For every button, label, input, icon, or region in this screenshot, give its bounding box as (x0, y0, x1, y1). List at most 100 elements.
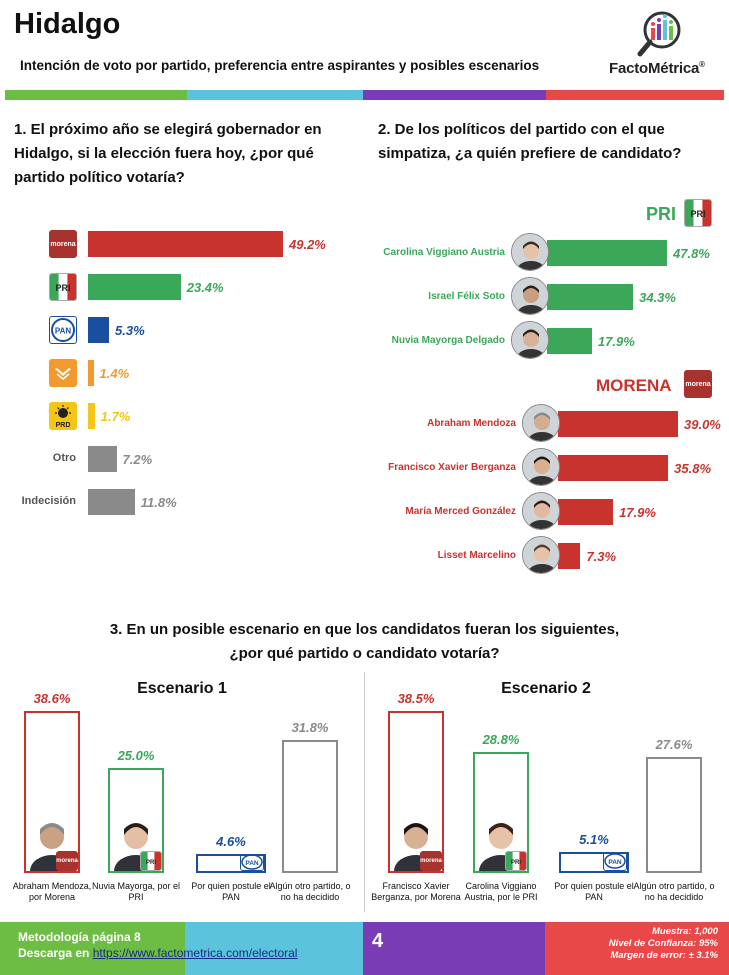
footer-right (545, 922, 729, 975)
page-number: 4 (372, 930, 384, 952)
scenario-value-0-0: 38.6% (33, 691, 71, 706)
scenario-value-1-2: 5.1% (579, 831, 609, 847)
scenario-bar-0-0: morena (24, 711, 80, 873)
bar-1 (88, 274, 181, 300)
scenario-value-0-3: 31.8% (291, 719, 329, 735)
svg-text:PRI: PRI (55, 283, 70, 293)
pri-badge-icon: PRI (140, 850, 162, 871)
value-label-6: 11.8% (140, 495, 177, 510)
scenario-label-0-3: Algún otro partido, o no ha decidido (269, 881, 351, 902)
bar-2 (88, 317, 109, 343)
page-title: Hidalgo (14, 8, 121, 40)
cand-value-0-0: 47.8% (673, 246, 710, 261)
scenario-label-0-1: Nuvia Mayorga, por el PRI (91, 881, 181, 902)
scenario-value-1-1: 28.8% (482, 732, 520, 748)
footer-page-box (363, 922, 545, 975)
candidate-name-1-2: María Merced González (405, 506, 516, 517)
page-subtitle: Intención de voto por partido, preferenc… (20, 58, 540, 73)
morena-icon: morena (49, 230, 77, 258)
scenario-value-0-2: 4.6% (216, 833, 246, 849)
scenario-label-1-0: Francisco Xavier Berganza, por Morena (371, 881, 461, 902)
cand-value-0-2: 17.9% (597, 334, 635, 349)
svg-text:PAN: PAN (245, 860, 259, 867)
morena-badge-icon: morena (56, 851, 78, 871)
stripe-cyan (187, 90, 363, 100)
candidate-name-0-0: Carolina Viggiano Austria (383, 247, 505, 258)
scenario-label-1-2: Por quien postule el PAN (554, 881, 634, 902)
value-label-0: 49.2% (289, 237, 326, 252)
svg-text:PRI: PRI (690, 209, 705, 219)
candidate-photo-icon (522, 536, 560, 574)
cand-bar-1-3 (558, 543, 581, 569)
cand-value-1-2: 17.9% (619, 505, 656, 520)
candidate-name-1-0: Abraham Mendoza (427, 418, 516, 429)
scenario-bar-1-1: PRI (473, 752, 529, 873)
scenario-title-1: Escenario 2 (501, 680, 591, 697)
morena-group-label: MORENA (596, 376, 672, 395)
morena-badge-icon: morena (420, 850, 442, 871)
question-2: 2. De los políticos del partido con el q… (378, 121, 682, 162)
value-label-1: 23.4% (186, 280, 224, 295)
cand-value-0-1: 34.3% (639, 290, 676, 305)
svg-text:PRD: PRD (56, 422, 71, 429)
scenario-bar-0-1: PRI (108, 768, 164, 873)
morena-logo-icon: morena (684, 370, 712, 398)
scenario-label-1-1: Carolina Viggiano Austria, por le PRI (464, 881, 538, 902)
factometrica-logo-icon (637, 11, 681, 57)
candidate-name-1-1: Francisco Xavier Berganza (388, 462, 516, 473)
cand-bar-0-0 (547, 240, 667, 266)
bar-3 (88, 360, 94, 386)
candidate-photo-icon (522, 404, 560, 442)
cand-value-1-1: 35.8% (674, 461, 712, 476)
svg-text:PRI: PRI (511, 860, 521, 866)
mc-icon (49, 359, 77, 387)
pri-group-label: PRI (646, 204, 677, 224)
candidate-name-0-2: Nuvia Mayorga Delgado (391, 335, 505, 346)
scenario-bar-1-3 (646, 757, 702, 873)
scenario-divider (364, 672, 365, 912)
candidate-photo-icon (522, 448, 560, 486)
pan-badge-icon: PAN (603, 853, 627, 871)
stripe-red (546, 90, 724, 100)
cand-bar-1-0 (558, 411, 678, 437)
footer-left (0, 922, 185, 975)
bar-6 (88, 489, 135, 515)
pan-icon: PAN (49, 316, 77, 344)
value-label-3: 1.4% (99, 366, 130, 381)
question-3: 3. En un posible escenario en que los ca… (109, 621, 620, 662)
bar-4 (88, 403, 95, 429)
candidate-photo-icon (511, 321, 549, 359)
scenario-label-0-0: Abraham Mendoza, por Morena (12, 881, 92, 902)
metodologia-text: Metodología página 8 (18, 930, 141, 944)
svg-text:PAN: PAN (55, 327, 72, 336)
svg-text:PAN: PAN (608, 859, 622, 866)
pri-logo-icon: PRI (684, 199, 712, 227)
svg-text:PRI: PRI (146, 860, 156, 866)
candidate-photo-icon (511, 277, 549, 315)
scenario-bar-0-3 (282, 739, 338, 873)
scenario-label-0-2: Por quien postule el PAN (191, 881, 271, 902)
candidate-photo-icon (511, 233, 549, 271)
scenario-value-1-0: 38.5% (397, 691, 435, 707)
bar-0 (88, 231, 283, 257)
scenario-bar-1-0: morena (388, 711, 444, 873)
value-label-2: 5.3% (115, 323, 145, 338)
scenario-value-1-3: 27.6% (655, 737, 693, 753)
prd-icon: PRD (49, 402, 77, 430)
value-label-5: 7.2% (122, 452, 153, 467)
cand-value-1-3: 7.3% (586, 549, 617, 564)
cand-value-1-0: 39.0% (684, 417, 721, 432)
scenario-title-0: Escenario 1 (137, 680, 227, 697)
cand-bar-1-1 (558, 455, 669, 481)
logo-text: FactoMétrica® (609, 60, 705, 77)
cand-bar-0-1 (547, 284, 634, 310)
scenario-bar-0-2: PAN (196, 853, 266, 873)
descarga-link[interactable]: https://www.factometrica.com/electoral (92, 946, 298, 960)
pan-badge-icon: PAN (240, 855, 264, 871)
category-label-5: Otro (52, 452, 76, 464)
pri-icon: PRI (49, 273, 77, 301)
descarga-text: Descarga en https://www.factometrica.com… (18, 946, 298, 960)
bar-5 (88, 446, 117, 472)
candidate-name-1-3: Lisset Marcelino (437, 550, 516, 561)
scenario-bar-1-2: PAN (559, 851, 629, 873)
